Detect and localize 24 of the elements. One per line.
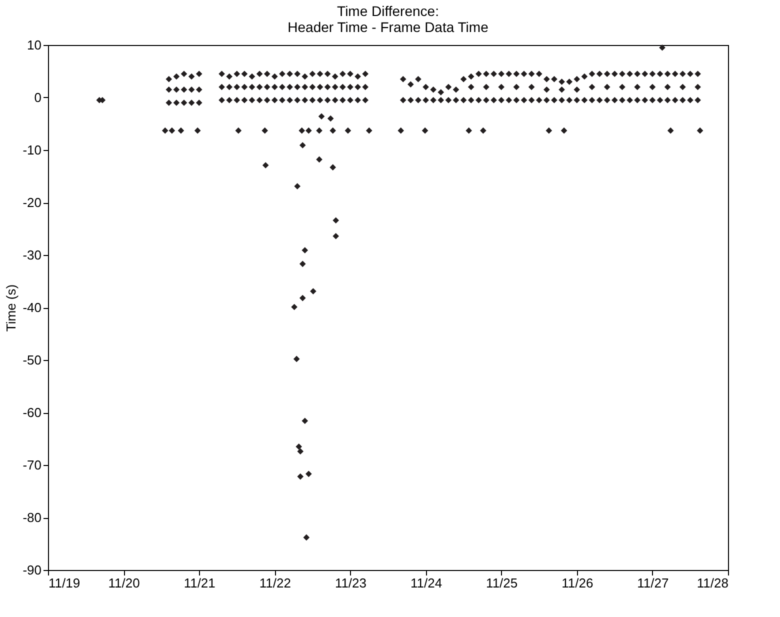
x-tick-label: 11/26 — [562, 576, 594, 590]
text: Time Difference: — [337, 3, 439, 19]
y-tick-label: -20 — [22, 195, 42, 210]
y-axis-title: Time (s) — [4, 284, 19, 332]
x-tick-label: 11/23 — [334, 576, 367, 590]
x-tick-label: 11/25 — [486, 576, 518, 590]
y-tick-label: -40 — [22, 300, 42, 315]
y-tick-label: -90 — [22, 562, 42, 578]
x-tick-label: 11/19 — [48, 576, 80, 590]
x-tick-label: 11/28 — [696, 576, 728, 590]
y-tick-label: 0 — [34, 90, 42, 105]
y-tick-label: -60 — [22, 405, 42, 420]
y-tick-label: 10 — [27, 38, 42, 52]
text: Header Time - Frame Data Time — [288, 19, 488, 35]
x-tick-label: 11/27 — [637, 576, 669, 590]
y-tick-label: -10 — [22, 142, 42, 158]
y-tick-label: -80 — [22, 510, 42, 525]
x-tick-label: 11/21 — [184, 576, 216, 590]
y-tick-label: -30 — [22, 248, 42, 262]
x-tick-label: 11/24 — [410, 576, 442, 590]
y-tick-label: -70 — [22, 458, 42, 472]
x-tick-label: 11/22 — [259, 576, 291, 590]
y-tick-label: -50 — [22, 352, 42, 368]
x-tick-label: 11/20 — [108, 576, 140, 590]
